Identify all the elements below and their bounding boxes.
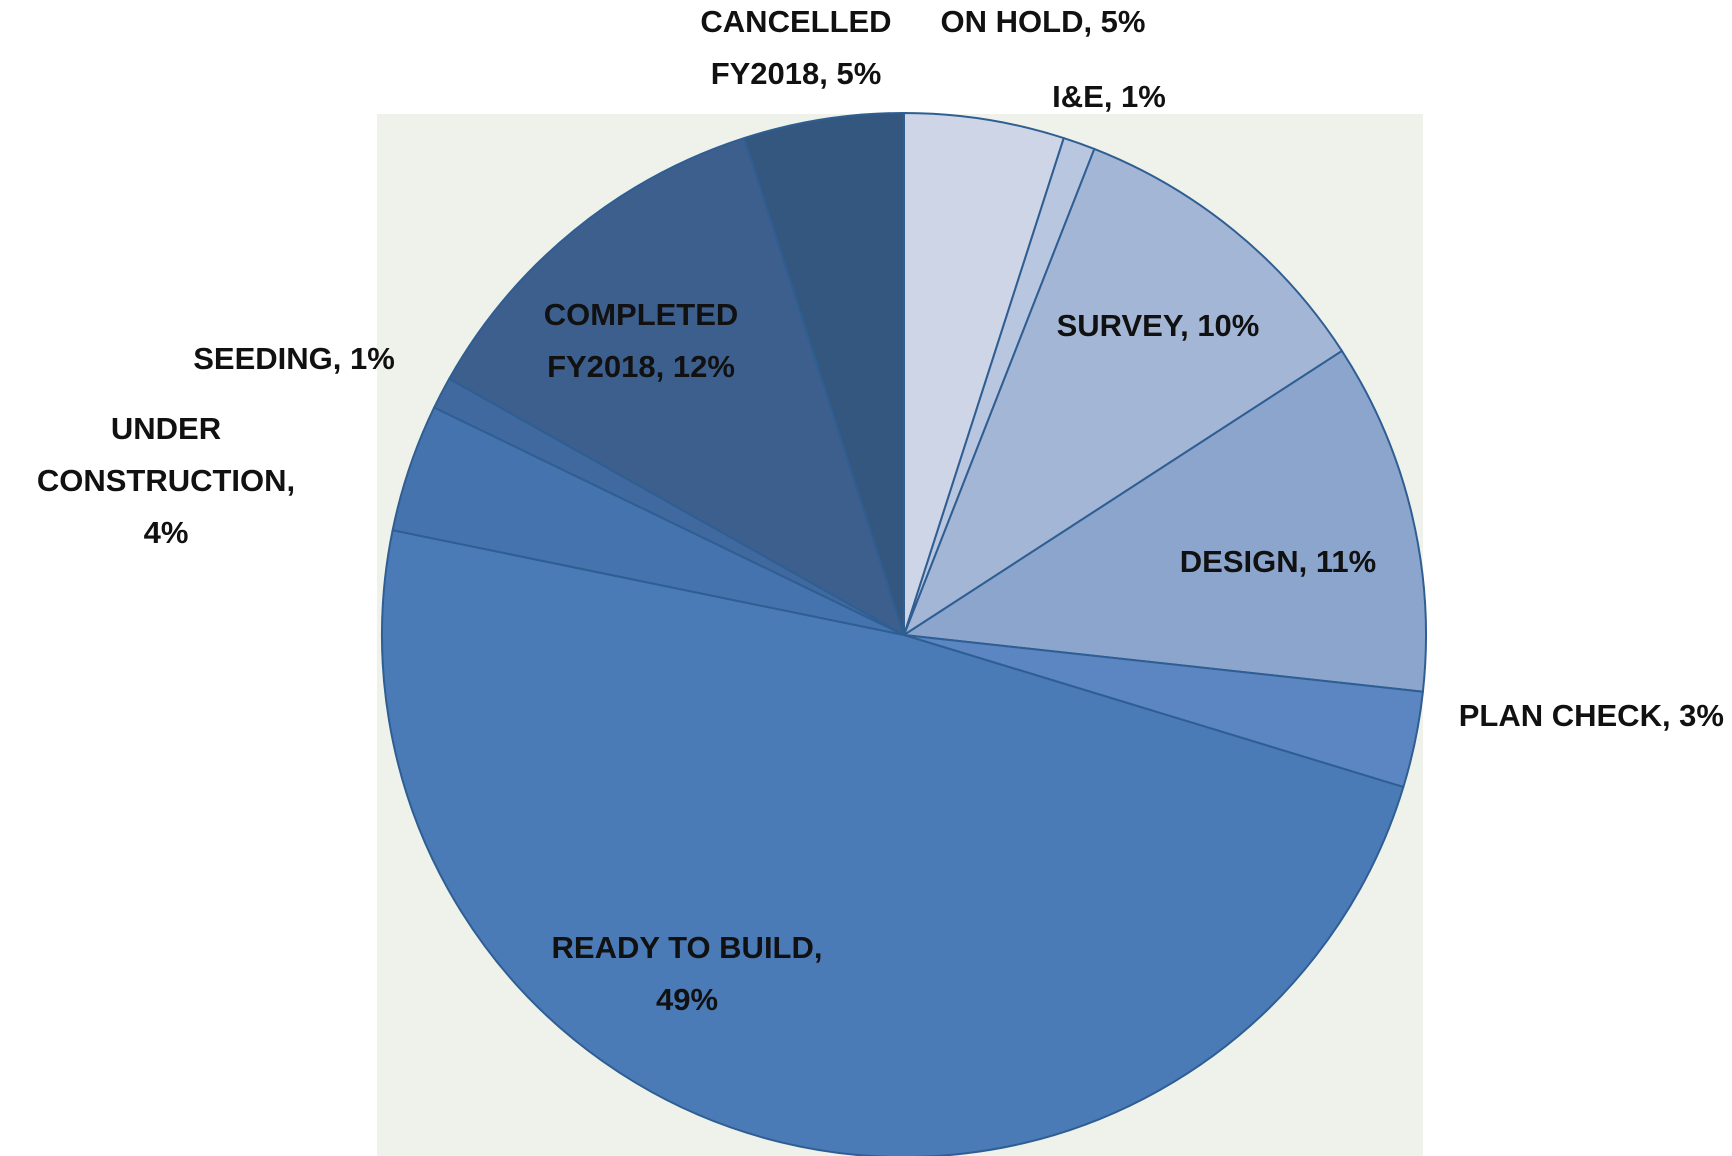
data-label: DESIGN, 11% [1180, 544, 1376, 579]
pie-slice [743, 112, 905, 636]
data-label-line: READY TO BUILD, [552, 930, 823, 965]
data-label: I&E, 1% [1052, 79, 1166, 114]
data-label: SEEDING, 1% [193, 341, 395, 376]
data-label: READY TO BUILD, 49% [552, 930, 823, 1017]
data-label-line: SURVEY, 10% [1057, 308, 1260, 343]
data-label-line: CONSTRUCTION, [37, 463, 295, 498]
data-label-line: ON HOLD, 5% [941, 4, 1146, 39]
pie-slice [903, 147, 1343, 636]
data-label-line: FY2018, 12% [547, 349, 735, 384]
data-label-line: FY2018, 5% [711, 56, 882, 91]
data-label-line: 49% [656, 982, 718, 1017]
pie-slice [381, 529, 1405, 1156]
data-label-line: DESIGN, 11% [1180, 544, 1376, 579]
data-label: PLAN CHECK, 3% [1459, 698, 1724, 733]
data-label: ON HOLD, 5% [941, 4, 1146, 39]
data-label-line: CANCELLED [700, 4, 891, 39]
data-label-line: UNDER [111, 411, 221, 446]
data-label-line: SEEDING, 1% [193, 341, 395, 376]
pie-slice [448, 137, 905, 636]
data-label: CANCELLED FY2018, 5% [700, 4, 891, 91]
data-label: UNDER CONSTRUCTION, 4% [37, 411, 295, 550]
data-label: COMPLETED FY2018, 12% [544, 297, 739, 384]
pie-slice [903, 112, 1065, 636]
pie-slice [903, 349, 1427, 693]
data-label: SURVEY, 10% [1057, 308, 1260, 343]
data-label-line: COMPLETED [544, 297, 739, 332]
data-label-line: PLAN CHECK, 3% [1459, 698, 1724, 733]
data-label-line: I&E, 1% [1052, 79, 1166, 114]
data-label-line: 4% [144, 515, 189, 550]
